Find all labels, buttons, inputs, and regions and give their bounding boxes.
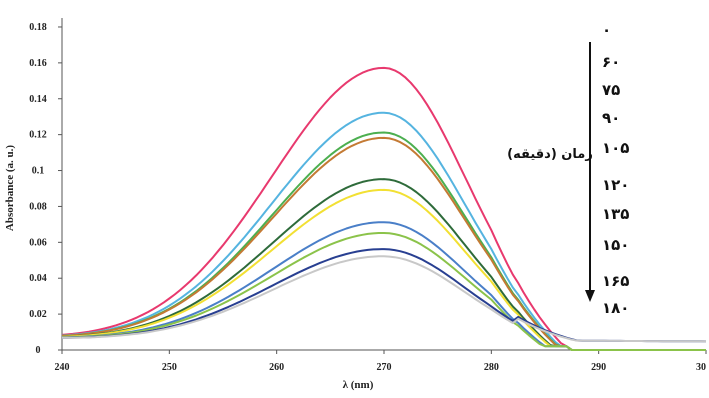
x-ticks: 240 250 260 270 280 290 30 [55,350,707,373]
time-label: ۹۰ [602,109,620,127]
x-tick-label: 30 [696,362,706,373]
y-tick-label: 0.14 [29,94,47,105]
y-tick-label: 0.16 [29,58,47,69]
x-tick-label: 240 [55,362,70,373]
x-tick-label: 260 [269,362,284,373]
y-tick-label: 0.04 [29,273,47,284]
time-label: ۱۶۵ [602,272,629,290]
time-label: ۰ [602,21,611,39]
x-tick-label: 290 [591,362,606,373]
y-tick-label: 0.12 [29,130,47,141]
time-legend: زمان (دقیقه) ۰ ۶۰ ۷۵ ۹۰ ۱۰۵ ۱۲۰ ۱۳۵ ۱۵۰ ۱۶۵ ۱۸۰ [507,21,629,317]
time-label: ۱۰۵ [602,139,629,157]
y-tick-label: 0.02 [29,309,47,320]
time-label: ۱۸۰ [602,299,629,317]
y-ticks: 0 0.02 0.04 0.06 0.08 0.1 0.12 0.14 0.16 0.18 [29,22,62,356]
time-label: ۶۰ [602,53,620,71]
x-tick-label: 280 [484,362,499,373]
x-tick-label: 250 [162,362,177,373]
x-axis-label: λ (nm) [343,379,374,391]
y-tick-label: 0.18 [29,22,47,33]
y-axis-label: Absorbance (a. u.) [4,145,16,232]
series-line-7 [61,232,706,351]
y-tick-label: 0.06 [29,237,47,248]
series-group [61,66,707,351]
series-line-9 [62,255,707,343]
time-arrow-head [585,290,595,302]
x-tick-label: 270 [377,362,392,373]
time-label: ۱۵۰ [602,236,629,254]
time-label: ۱۲۰ [602,176,629,194]
time-label: ۷۵ [602,81,620,99]
time-label: ۱۳۵ [602,205,629,223]
time-axis-label: زمان (دقیقه) [507,147,593,162]
y-tick-label: 0.1 [32,166,45,177]
y-tick-label: 0.08 [29,201,47,212]
y-tick-label: 0 [36,345,41,356]
